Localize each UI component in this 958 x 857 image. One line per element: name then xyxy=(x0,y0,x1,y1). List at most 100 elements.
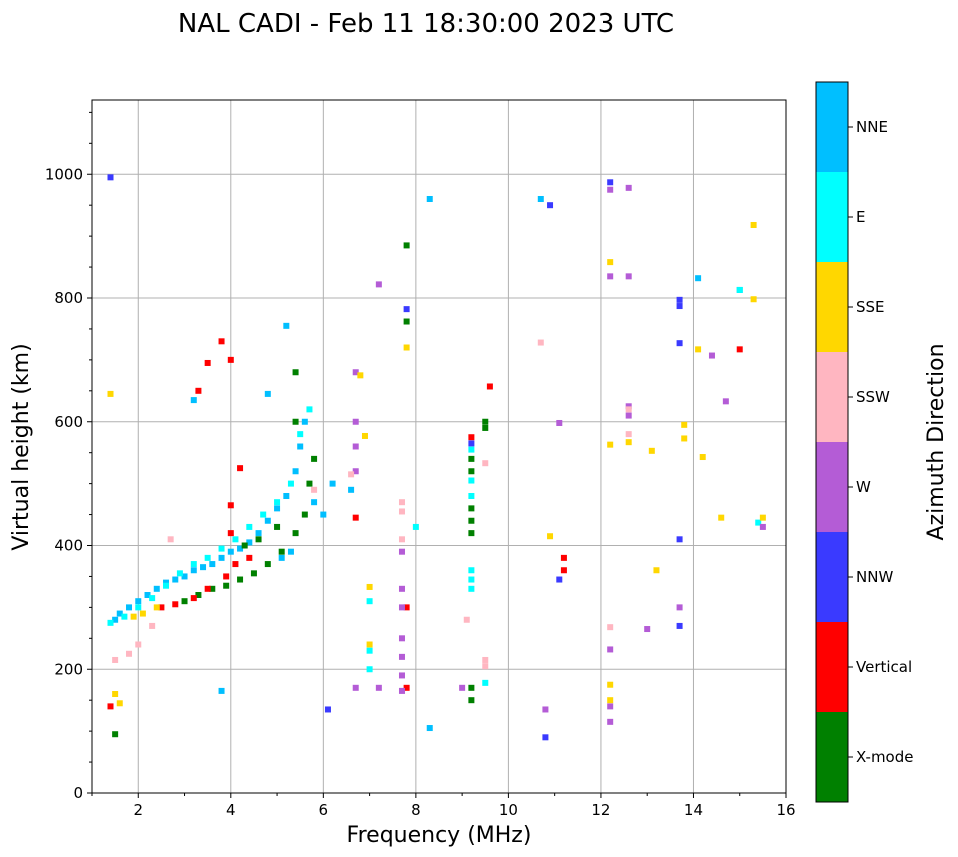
data-point-vertical xyxy=(232,561,239,568)
data-point-x-mode xyxy=(237,576,244,583)
data-point-w xyxy=(556,419,563,426)
data-point-vertical xyxy=(403,684,410,691)
data-point-e xyxy=(176,570,183,577)
data-point-sse xyxy=(681,435,688,442)
data-point-nne xyxy=(190,567,197,574)
colorbar-segment xyxy=(816,262,848,352)
data-point-e xyxy=(468,477,475,484)
data-point-w xyxy=(625,412,632,419)
data-point-w xyxy=(352,369,359,376)
data-point-e xyxy=(121,613,128,620)
data-point-nne xyxy=(209,561,216,568)
chart-title: NAL CADI - Feb 11 18:30:00 2023 UTC xyxy=(178,9,674,39)
plot-frame xyxy=(91,99,787,794)
data-point-sse xyxy=(112,691,119,697)
x-tick-label: 14 xyxy=(684,801,703,819)
data-point-nne xyxy=(301,418,308,425)
data-point-w xyxy=(398,585,405,592)
data-point-nne xyxy=(190,397,197,404)
data-point-ssw xyxy=(482,656,489,663)
x-axis-ticks: 2 4 6 8 10 12 14 16 xyxy=(91,793,796,819)
data-point-w xyxy=(398,548,405,555)
data-point-x-mode xyxy=(241,542,248,549)
data-point-e xyxy=(232,536,239,543)
data-point-w xyxy=(398,635,405,642)
data-point-nne xyxy=(218,687,225,694)
data-point-nne xyxy=(153,585,160,592)
colorbar-segment xyxy=(816,172,848,262)
colorbar-segment xyxy=(816,532,848,622)
data-point-nnw xyxy=(468,440,475,447)
data-point-e xyxy=(468,585,475,592)
data-point-ssw xyxy=(112,656,119,663)
data-point-sse xyxy=(607,681,614,688)
colorbar-label: NNE xyxy=(856,118,888,136)
data-point-w xyxy=(607,703,614,710)
data-point-vertical xyxy=(204,359,211,366)
data-point-nnw xyxy=(542,734,549,741)
data-point-ssw xyxy=(348,471,355,478)
colorbar-segment xyxy=(816,82,848,172)
data-point-x-mode xyxy=(209,585,216,592)
data-point-w xyxy=(398,672,405,679)
data-point-e xyxy=(366,647,373,654)
data-point-e xyxy=(274,499,281,506)
data-point-vertical xyxy=(172,601,179,608)
data-point-nne xyxy=(283,493,290,499)
data-point-sse xyxy=(699,454,706,461)
data-point-vertical xyxy=(246,554,253,561)
data-point-w xyxy=(352,443,359,450)
data-point-sse xyxy=(695,346,702,353)
data-point-sse xyxy=(153,604,160,611)
colorbar-label: W xyxy=(856,478,871,496)
data-point-e xyxy=(260,511,267,518)
data-point-x-mode xyxy=(181,598,188,605)
data-point-ssw xyxy=(398,508,405,515)
data-point-x-mode xyxy=(403,242,410,249)
data-point-sse xyxy=(130,613,137,620)
data-point-e xyxy=(287,480,294,487)
data-point-ssw xyxy=(625,431,632,438)
data-point-sse xyxy=(361,432,368,439)
data-point-e xyxy=(163,582,170,589)
data-point-x-mode xyxy=(482,418,489,425)
data-point-e xyxy=(366,666,373,673)
data-point-ssw xyxy=(537,339,544,346)
data-point-x-mode xyxy=(306,480,313,487)
data-point-nne xyxy=(218,554,225,561)
data-point-ssw xyxy=(135,641,142,648)
data-point-vertical xyxy=(158,604,165,611)
y-tick-label: 800 xyxy=(54,289,83,307)
data-point-x-mode xyxy=(468,468,475,475)
data-point-nne xyxy=(181,573,188,580)
x-tick-label: 4 xyxy=(226,801,236,819)
x-tick-label: 6 xyxy=(319,801,329,819)
data-point-nnw xyxy=(324,706,331,713)
data-point-e xyxy=(482,679,489,686)
data-point-e xyxy=(306,406,313,413)
data-point-nne xyxy=(112,616,119,623)
data-point-vertical xyxy=(237,465,244,472)
y-tick-label: 200 xyxy=(54,660,83,678)
data-point-sse xyxy=(750,221,757,228)
data-point-sse xyxy=(403,344,410,351)
data-point-w xyxy=(375,684,382,691)
data-point-nne xyxy=(227,548,234,555)
data-point-e xyxy=(468,493,475,499)
data-point-sse xyxy=(759,514,766,521)
data-point-x-mode xyxy=(468,684,475,691)
x-axis-label: Frequency (MHz) xyxy=(347,823,532,848)
data-point-sse xyxy=(750,296,757,303)
data-point-nne xyxy=(283,322,290,329)
data-point-ssw xyxy=(149,622,156,629)
data-point-x-mode xyxy=(112,731,119,738)
data-point-sse xyxy=(653,567,660,574)
data-point-x-mode xyxy=(278,548,285,555)
data-point-nne xyxy=(264,390,271,397)
colorbar-segment xyxy=(816,712,848,802)
data-point-nne xyxy=(695,275,702,282)
data-point-sse xyxy=(607,697,614,704)
data-point-w xyxy=(352,684,359,691)
y-axis-label: Virtual height (km) xyxy=(9,343,34,550)
